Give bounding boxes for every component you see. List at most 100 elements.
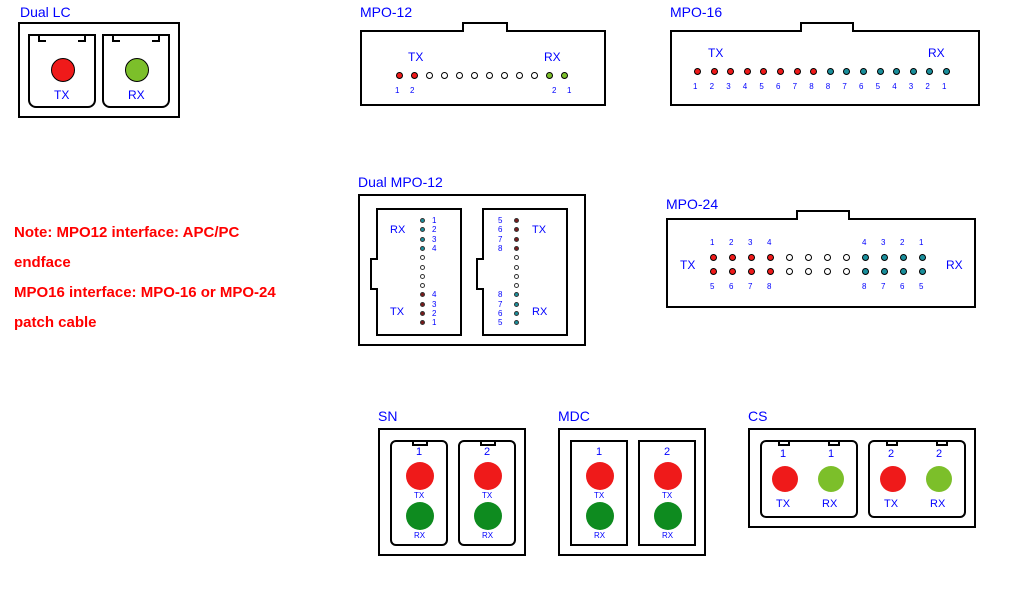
mpo16-fiber [827, 68, 834, 75]
dual-mpo12-num: 5 [498, 216, 502, 225]
dual-lc-connector: TX RX [18, 22, 180, 118]
sn-port-2: 2 TX RX [458, 440, 516, 546]
mpo24-num: 5 [710, 282, 714, 291]
sn-title: SN [378, 408, 397, 424]
dual-mpo12-num: 4 [432, 244, 436, 253]
mpo12-tx-label: TX [408, 50, 423, 64]
dual-mpo12-fiber [420, 274, 425, 279]
mpo24-connector: TX RX 1458236732764185 [666, 218, 976, 308]
mpo24-num: 6 [729, 282, 733, 291]
dual-mpo12-fiber [514, 255, 519, 260]
dual-mpo12-left-tx: TX [390, 306, 404, 318]
dual-mpo12-num: 6 [498, 309, 502, 318]
cs-port-1: 1 1 TX RX [760, 440, 858, 518]
sn-p2-rx-label: RX [482, 531, 493, 540]
mpo24-num: 8 [767, 282, 771, 291]
mpo24-fiber [786, 268, 793, 275]
mpo16-num: 4 [892, 82, 896, 91]
mpo16-fiber [893, 68, 900, 75]
mpo16-fiber [727, 68, 734, 75]
dual-mpo12-fiber [514, 274, 519, 279]
dual-mpo12-num: 3 [432, 300, 436, 309]
dual-mpo12-left: RX TX 14233241 [376, 208, 462, 336]
dual-mpo12-num: 5 [498, 318, 502, 327]
dual-mpo12-num: 1 [432, 216, 436, 225]
mpo24-fiber [767, 254, 774, 261]
mpo12-num-r2: 2 [552, 86, 556, 95]
dual-mpo12-num: 8 [498, 290, 502, 299]
mpo12-fiber [501, 72, 508, 79]
mpo16-fiber [843, 68, 850, 75]
mpo12-fiber [411, 72, 418, 79]
dual-mpo12-title: Dual MPO-12 [358, 174, 443, 190]
dual-mpo12-fiber [420, 237, 425, 242]
sn-p1-tx-dot [406, 462, 434, 490]
dual-mpo12-fiber [420, 246, 425, 251]
dual-mpo12-right-rx: RX [532, 306, 547, 318]
sn-p2-num: 2 [484, 446, 490, 458]
mpo24-num: 1 [710, 238, 714, 247]
mpo16-num: 2 [710, 82, 714, 91]
mpo24-fiber [843, 268, 850, 275]
mpo16-fiber [877, 68, 884, 75]
mdc-p1-num: 1 [596, 446, 602, 458]
mpo12-fiber [531, 72, 538, 79]
dual-mpo12-right: TX RX 58677685 [482, 208, 568, 336]
mpo24-fiber [729, 268, 736, 275]
mpo16-num: 1 [942, 82, 946, 91]
dual-lc-tx-label: TX [54, 88, 69, 102]
mpo16-rx-label: RX [928, 46, 945, 60]
mpo16-fiber [744, 68, 751, 75]
mpo24-fiber [710, 254, 717, 261]
mdc-p2-num: 2 [664, 446, 670, 458]
mpo24-fiber [729, 254, 736, 261]
mpo12-fiber [546, 72, 553, 79]
mpo16-fiber [694, 68, 701, 75]
cs-port-2: 2 2 TX RX [868, 440, 966, 518]
cs-p1-n1: 1 [780, 448, 786, 460]
mpo24-num: 7 [748, 282, 752, 291]
mpo24-num: 3 [881, 238, 885, 247]
mpo12-fiber [471, 72, 478, 79]
mpo16-key [800, 22, 854, 32]
mpo12-fiber [441, 72, 448, 79]
sn-p1-rx-dot [406, 502, 434, 530]
mpo24-num: 4 [862, 238, 866, 247]
dual-mpo12-fiber [514, 265, 519, 270]
note-l4: patch cable [14, 308, 334, 338]
mpo16-num: 5 [759, 82, 763, 91]
cs-p2-tx-dot [880, 466, 906, 492]
mpo16-num: 7 [842, 82, 846, 91]
mdc-p2-rx-dot [654, 502, 682, 530]
mpo24-fiber [805, 268, 812, 275]
mpo24-fiber [919, 268, 926, 275]
mdc-p2-tx-dot [654, 462, 682, 490]
mpo16-num: 8 [826, 82, 830, 91]
mpo24-fiber [805, 254, 812, 261]
mpo24-num: 1 [919, 238, 923, 247]
dual-mpo12-fiber [420, 302, 425, 307]
mpo12-num-r1: 1 [567, 86, 571, 95]
dual-mpo12-num: 4 [432, 290, 436, 299]
dual-mpo12-connector: RX TX 14233241 TX RX 58677685 [358, 194, 586, 346]
cs-p2-tx-label: TX [884, 498, 898, 510]
mpo24-fiber [881, 268, 888, 275]
dual-mpo12-num: 8 [498, 244, 502, 253]
mdc-p1-rx-label: RX [594, 531, 605, 540]
mpo16-fiber [926, 68, 933, 75]
mpo12-rx-label: RX [544, 50, 561, 64]
note-l2: endface [14, 248, 334, 278]
dual-mpo12-num: 3 [432, 235, 436, 244]
dual-mpo12-right-tx: TX [532, 224, 546, 236]
mpo16-fiber [711, 68, 718, 75]
cs-p1-tx-label: TX [776, 498, 790, 510]
dual-mpo12-num: 1 [432, 318, 436, 327]
mpo16-fibers [694, 68, 960, 78]
cs-p2-n2: 2 [936, 448, 942, 460]
dual-mpo12-fiber [514, 227, 519, 232]
mpo16-fiber [910, 68, 917, 75]
mdc-p2-tx-label: TX [662, 491, 672, 500]
mpo24-fiber [881, 254, 888, 261]
mpo16-fiber [943, 68, 950, 75]
dual-mpo12-num: 6 [498, 225, 502, 234]
